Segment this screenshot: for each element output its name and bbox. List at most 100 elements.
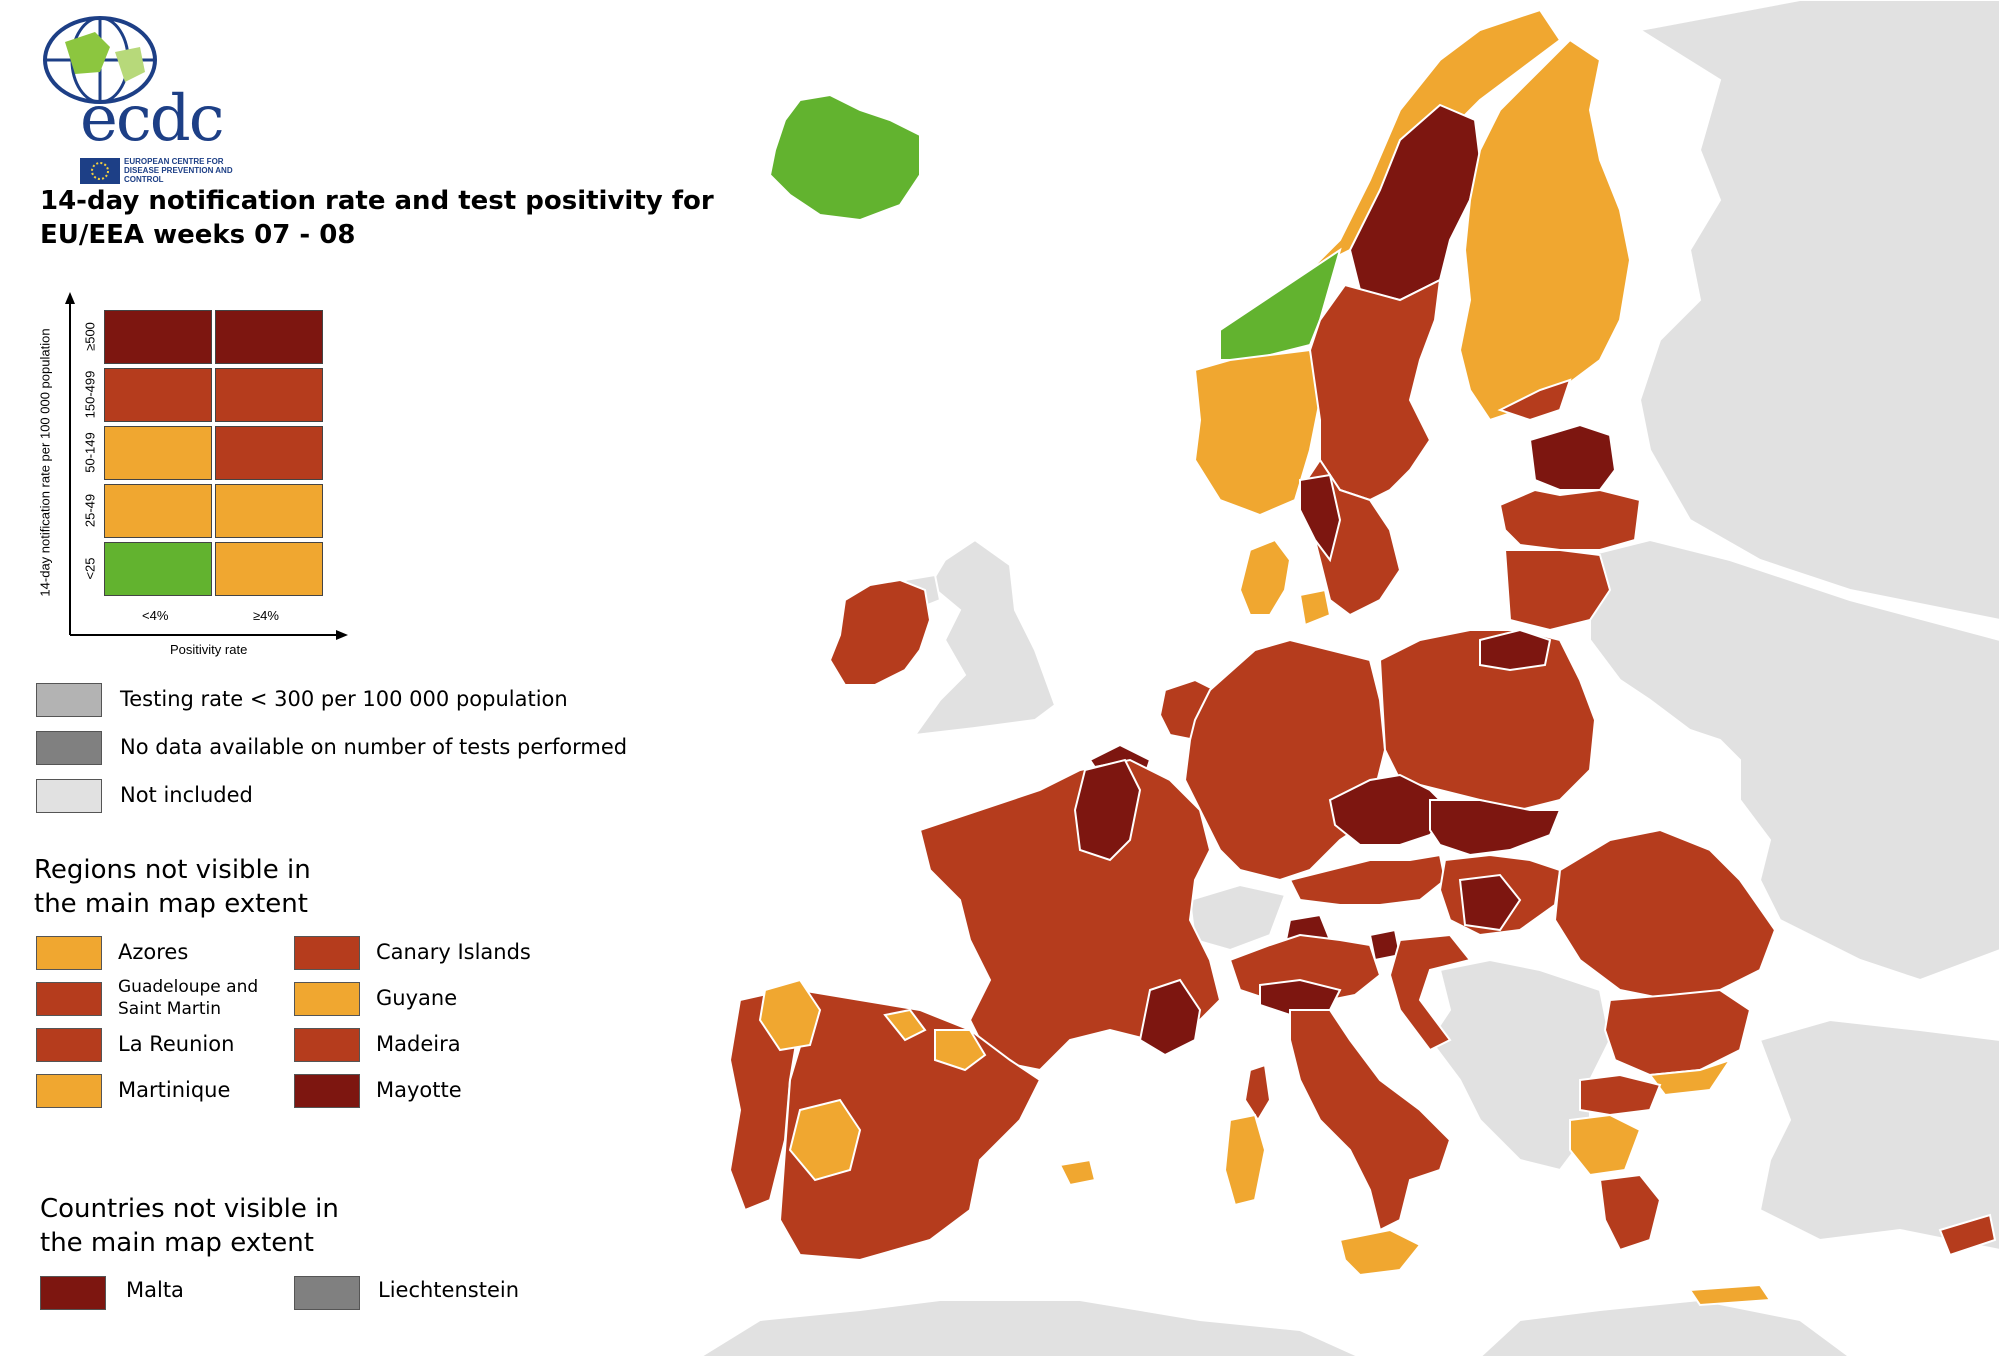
matrix-row-label: <25 [82,557,98,580]
region-swatch [36,982,102,1016]
matrix-row-label: 150-499 [82,370,98,419]
matrix-cell [215,310,323,364]
legend-swatch [36,779,102,813]
galicia [758,978,822,1052]
slovakia [1429,799,1562,857]
spain-north2 [934,1029,987,1072]
regions-heading: Regions not visible in the main map exte… [34,855,311,919]
corsica [1243,1063,1272,1122]
iceland [768,93,921,222]
finland [1458,38,1632,422]
matrix-cell [104,426,212,480]
russia-north [1637,0,2000,622]
lithuania [1503,549,1612,632]
matrix-x-axis-title: Positivity rate [170,642,248,657]
crete [1688,1283,1772,1307]
matrix-row-label: 50-149 [82,432,98,473]
denmark-islands [1298,588,1332,627]
legend-label: No data available on number of tests per… [120,735,628,759]
finland-south [1497,378,1572,422]
hungary-dark [1458,873,1522,932]
greece-north [1579,1073,1662,1117]
region-swatch [36,1028,102,1062]
legend-label: Testing rate < 300 per 100 000 populatio… [120,687,568,711]
matrix-cell [104,368,212,422]
legend-swatch [36,731,102,765]
cyprus [1938,1213,1997,1257]
matrix-cell [104,484,212,538]
region-label: La Reunion [118,1032,235,1056]
regions-legend: Azores Canary Islands Guadeloupe and Saint… [36,936,596,1116]
estonia [1528,423,1617,491]
region-swatch [294,936,360,970]
globe-icon [43,16,157,104]
region-label: Mayotte [376,1078,462,1102]
north-africa-east [1478,1298,1852,1357]
matrix-cell [215,542,323,596]
region-swatch [36,1074,102,1108]
spain-central [788,1098,862,1182]
matrix-cell [215,484,323,538]
greece-central [1569,1113,1642,1177]
france-southeast-dark [1138,978,1202,1057]
legend-label: Not included [120,783,253,807]
france-east-dark [1073,758,1142,862]
region-label: Guadeloupe and Saint Martin [118,977,259,1019]
risk-matrix: 14-day notification rate per 100 000 pop… [37,290,360,660]
map-title: 14-day notification rate and test positi… [40,186,714,250]
balearics [1058,1158,1097,1187]
region-label: Martinique [118,1078,231,1102]
region-label: Azores [118,940,189,964]
logo-agency-text: EUROPEAN CENTRE FOR DISEASE PREVENTION A… [124,157,233,184]
matrix-row-label: 25-49 [82,493,98,528]
countries-heading: Countries not visible in the main map ex… [40,1194,339,1258]
matrix-col-label: ≥4% [253,608,279,623]
region-swatch [294,1028,360,1062]
denmark [1238,538,1292,616]
croatia [1388,933,1472,1052]
great-britain [912,538,1057,737]
matrix-cell [215,368,323,422]
spain-north [883,1008,927,1042]
region-label: Madeira [376,1032,461,1056]
matrix-cell [215,426,323,480]
ecdc-logo: ecdc EUROPEAN CENTRE FOR DISEASE PREVENT… [40,12,233,184]
norway-south [1193,348,1322,517]
bulgaria [1603,988,1752,1077]
region-swatch [36,936,102,970]
country-label: Liechtenstein [378,1278,520,1302]
italy-peninsula [1289,1009,1452,1232]
country-label: Malta [126,1278,184,1302]
sweden-west [1299,473,1342,563]
matrix-axes [65,292,348,640]
country-swatch [40,1276,106,1310]
north-africa [698,1299,1361,1357]
sweden-central [1308,278,1442,502]
country-swatch [294,1276,360,1310]
romania [1553,828,1777,1002]
region-swatch [294,982,360,1016]
belarus-ukraine [1568,538,2000,982]
switzerland [1188,883,1287,952]
turkey [1758,1018,2000,1252]
region-label: Guyane [376,986,458,1010]
legend-swatch [36,683,102,717]
poland-northeast-dark [1479,628,1552,672]
logo-wordmark: ecdc [80,82,225,156]
special-category-legend: Testing rate < 300 per 100 000 populatio… [36,683,636,813]
matrix-cell [104,310,212,364]
region-swatch [294,1074,360,1108]
germany [1183,638,1387,882]
sicily [1338,1228,1422,1277]
region-label: Canary Islands [376,940,531,964]
matrix-col-label: <4% [142,608,169,623]
matrix-y-axis-title: 14-day notification rate per 100 000 pop… [37,328,53,597]
matrix-row-label: ≥500 [82,322,98,351]
eu-flag-icon [80,158,120,184]
sardinia [1223,1113,1267,1207]
countries-legend: Malta Liechtenstein [40,1276,600,1316]
ireland [828,578,932,686]
matrix-cell [104,542,212,596]
greece-south [1598,1173,1662,1252]
